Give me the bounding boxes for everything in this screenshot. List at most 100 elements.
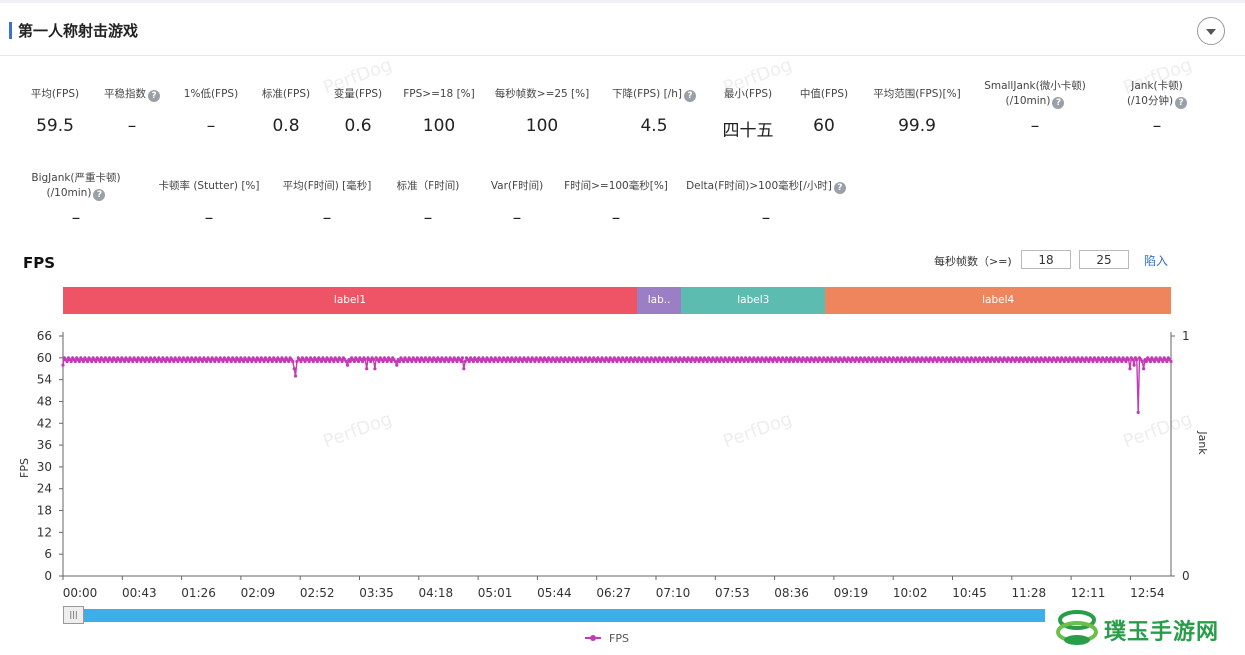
metric-label-text: 标准(FPS) <box>261 88 311 100</box>
fps-data-point <box>1132 363 1136 367</box>
metric-label-text: 平均(FPS) <box>30 88 80 100</box>
fps-data-point <box>90 359 94 364</box>
fps-data-point <box>123 359 127 364</box>
threshold-25-input[interactable] <box>1079 250 1129 269</box>
fps-data-point <box>997 359 1001 364</box>
x-tick-label: 10:45 <box>952 586 987 600</box>
metric-item: 平均(F时间) [毫秒] – <box>242 179 412 228</box>
threshold-label: 每秒帧数（>=) <box>934 255 1012 268</box>
fps-data-point <box>233 359 237 364</box>
metric-value: – <box>127 116 137 136</box>
fps-data-point <box>1148 359 1153 364</box>
help-icon[interactable]: ? <box>683 90 696 102</box>
fps-data-point <box>1153 359 1157 364</box>
chart-legend[interactable]: FPS <box>585 632 629 645</box>
fps-data-point <box>861 359 865 364</box>
fps-data-point <box>463 359 467 364</box>
metric-item: 卡顿率 (Stutter) [%] – <box>124 179 294 228</box>
fps-data-point <box>845 359 849 364</box>
fps-data-point <box>812 359 816 364</box>
help-icon[interactable]: ? <box>148 90 160 102</box>
fps-data-point <box>418 359 422 364</box>
metric-item: 平均(FPS) 59.5 <box>0 87 140 136</box>
y2-tick-label: 1 <box>1182 329 1190 343</box>
fps-data-point <box>857 359 861 364</box>
fps-data-point <box>1144 359 1148 364</box>
help-icon[interactable]: ? <box>1175 97 1188 109</box>
metric-item: 标准（F时间) – <box>343 179 513 228</box>
fps-data-point <box>363 358 367 362</box>
help-icon[interactable]: ? <box>93 189 106 201</box>
import-link[interactable]: 陷入 <box>1144 254 1169 268</box>
help-icon[interactable]: ? <box>833 182 846 194</box>
fps-data-point <box>1107 359 1111 364</box>
fps-data-point <box>980 359 984 364</box>
fps-data-point <box>332 359 336 364</box>
metric-item: 平稳指数? – <box>47 87 217 136</box>
metric-value: – <box>611 208 621 228</box>
fps-data-point <box>336 359 340 364</box>
x-tick-label: 01:26 <box>181 586 216 600</box>
metric-label-text: 平均范围(FPS)[%] <box>873 88 961 100</box>
fps-data-point <box>586 359 590 364</box>
y2-tick-label: 0 <box>1182 569 1190 583</box>
collapse-chevron-icon[interactable] <box>1197 17 1225 45</box>
metric-label-text: 标准（F时间) <box>396 180 460 192</box>
fps-data-point <box>164 359 168 364</box>
metric-value: 99.9 <box>898 116 936 136</box>
fps-data-point <box>968 359 972 364</box>
brand-name: 璞玉手游网 <box>1104 620 1220 645</box>
fps-data-point <box>951 359 956 364</box>
label-segment[interactable]: label4 <box>825 287 1171 314</box>
fps-data-point <box>652 359 656 364</box>
fps-data-point <box>293 374 298 378</box>
fps-data-point <box>250 359 254 364</box>
fps-data-point <box>947 359 952 364</box>
fps-data-point <box>422 359 426 364</box>
metric-item: 平均范围(FPS)[%] 99.9 <box>832 87 1002 136</box>
fps-data-point <box>73 359 77 364</box>
metric-value: – <box>1152 116 1162 136</box>
fps-data-point <box>882 359 886 364</box>
fps-data-point <box>1169 359 1173 364</box>
metric-value: – <box>423 208 433 228</box>
fps-data-point <box>1009 359 1013 364</box>
fps-data-point <box>627 359 631 364</box>
fps-data-point <box>98 359 102 364</box>
fps-data-point <box>1025 359 1029 364</box>
fps-data-point <box>910 359 915 364</box>
fps-data-point <box>664 359 668 364</box>
metric-item: FPS>=18 [%] 100 <box>354 87 524 136</box>
fps-data-point <box>430 359 434 364</box>
fps-data-point <box>898 359 902 364</box>
time-range-scrollbar[interactable] <box>63 609 1045 622</box>
fps-data-point <box>1046 359 1050 364</box>
metric-label-text: Delta(F时间)>100毫秒[/小时] <box>686 180 832 192</box>
metric-item: Jank(卡顿) (/10分钟)? – <box>1072 79 1242 136</box>
label-segment[interactable]: label1 <box>63 287 637 314</box>
fps-data-point <box>689 359 693 364</box>
fps-data-point <box>369 359 373 364</box>
scroll-handle[interactable]: ||| <box>63 606 84 624</box>
fps-data-point <box>648 359 652 364</box>
fps-data-point <box>496 359 500 364</box>
fps-data-point <box>324 359 328 364</box>
help-icon[interactable]: ? <box>1052 97 1065 109</box>
x-tick-label: 12:11 <box>1071 586 1106 600</box>
fps-data-point <box>258 359 262 364</box>
metric-item: 1%低(FPS) – <box>126 87 296 136</box>
fps-data-point <box>262 359 266 364</box>
fps-data-point <box>783 359 787 364</box>
fps-data-point <box>512 359 517 364</box>
label-segment[interactable]: lab.. <box>636 287 682 314</box>
fps-data-point <box>640 359 644 364</box>
x-tick-label: 02:09 <box>241 586 276 600</box>
fps-data-point <box>787 359 792 364</box>
x-tick-label: 02:52 <box>300 586 335 600</box>
fps-data-point <box>566 359 570 364</box>
fps-data-point <box>894 359 898 364</box>
label-segment[interactable]: label3 <box>681 287 826 314</box>
threshold-18-input[interactable] <box>1021 250 1071 269</box>
fps-data-point <box>919 359 923 364</box>
fps-data-point <box>270 359 274 364</box>
